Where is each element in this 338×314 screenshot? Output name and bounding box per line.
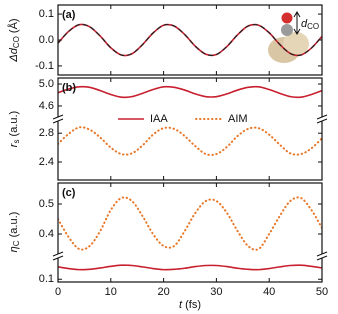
axis-break: [316, 251, 328, 257]
y-tick-label: 0.5: [39, 198, 54, 210]
x-tick-label: 0: [55, 286, 61, 298]
axis-break: [52, 255, 64, 261]
series-line: [58, 264, 322, 271]
y-tick-label: 2.8: [39, 127, 54, 139]
panel-frame: [57, 77, 323, 181]
axis-break: [316, 255, 328, 261]
x-tick-label: 50: [316, 286, 328, 298]
series-line: [58, 85, 322, 99]
x-tick-label: 20: [157, 286, 169, 298]
x-tick-label: 10: [105, 286, 117, 298]
y-tick-label: -0.1: [35, 60, 54, 72]
y-tick-label: 5.0: [39, 78, 54, 90]
axis-break: [53, 117, 63, 121]
panel-label: (c): [62, 187, 76, 199]
panel-frame: [57, 182, 323, 283]
axis-break: [317, 254, 327, 258]
panel-label: (b): [62, 82, 76, 94]
y-tick-label: 0.1: [39, 273, 54, 285]
y-tick-label: 0.4: [39, 228, 54, 240]
axis-break: [52, 251, 64, 257]
y-tick-label: 0.1: [39, 8, 54, 20]
molecule-icon: [268, 11, 309, 63]
y-tick-label: 4.6: [39, 100, 54, 112]
series-line: [58, 126, 322, 157]
legend-label: AIM: [228, 113, 248, 125]
legend-label: IAA: [150, 113, 168, 125]
x-tick-label: 40: [263, 286, 275, 298]
axis-break: [316, 114, 328, 120]
y-axis-label: ΔdCO (Å): [7, 18, 21, 62]
y-tick-label: 0.0: [39, 34, 54, 46]
panel-frame: [57, 4, 323, 76]
series-line: [58, 196, 322, 251]
x-axis-label: t (fs): [179, 299, 201, 311]
axis-break: [317, 117, 327, 121]
annotation: dCO: [301, 18, 319, 31]
panel-label: (a): [62, 9, 76, 21]
y-axis-label: rs (a.u.): [8, 111, 21, 147]
axis-break: [316, 118, 328, 124]
series-line: [58, 23, 322, 57]
y-axis-label: ηC (a.u.): [8, 212, 21, 253]
y-tick-label: 2.4: [39, 156, 54, 168]
axis-break: [52, 118, 64, 124]
axis-break: [53, 254, 63, 258]
axis-break: [52, 114, 64, 120]
x-tick-label: 30: [210, 286, 222, 298]
